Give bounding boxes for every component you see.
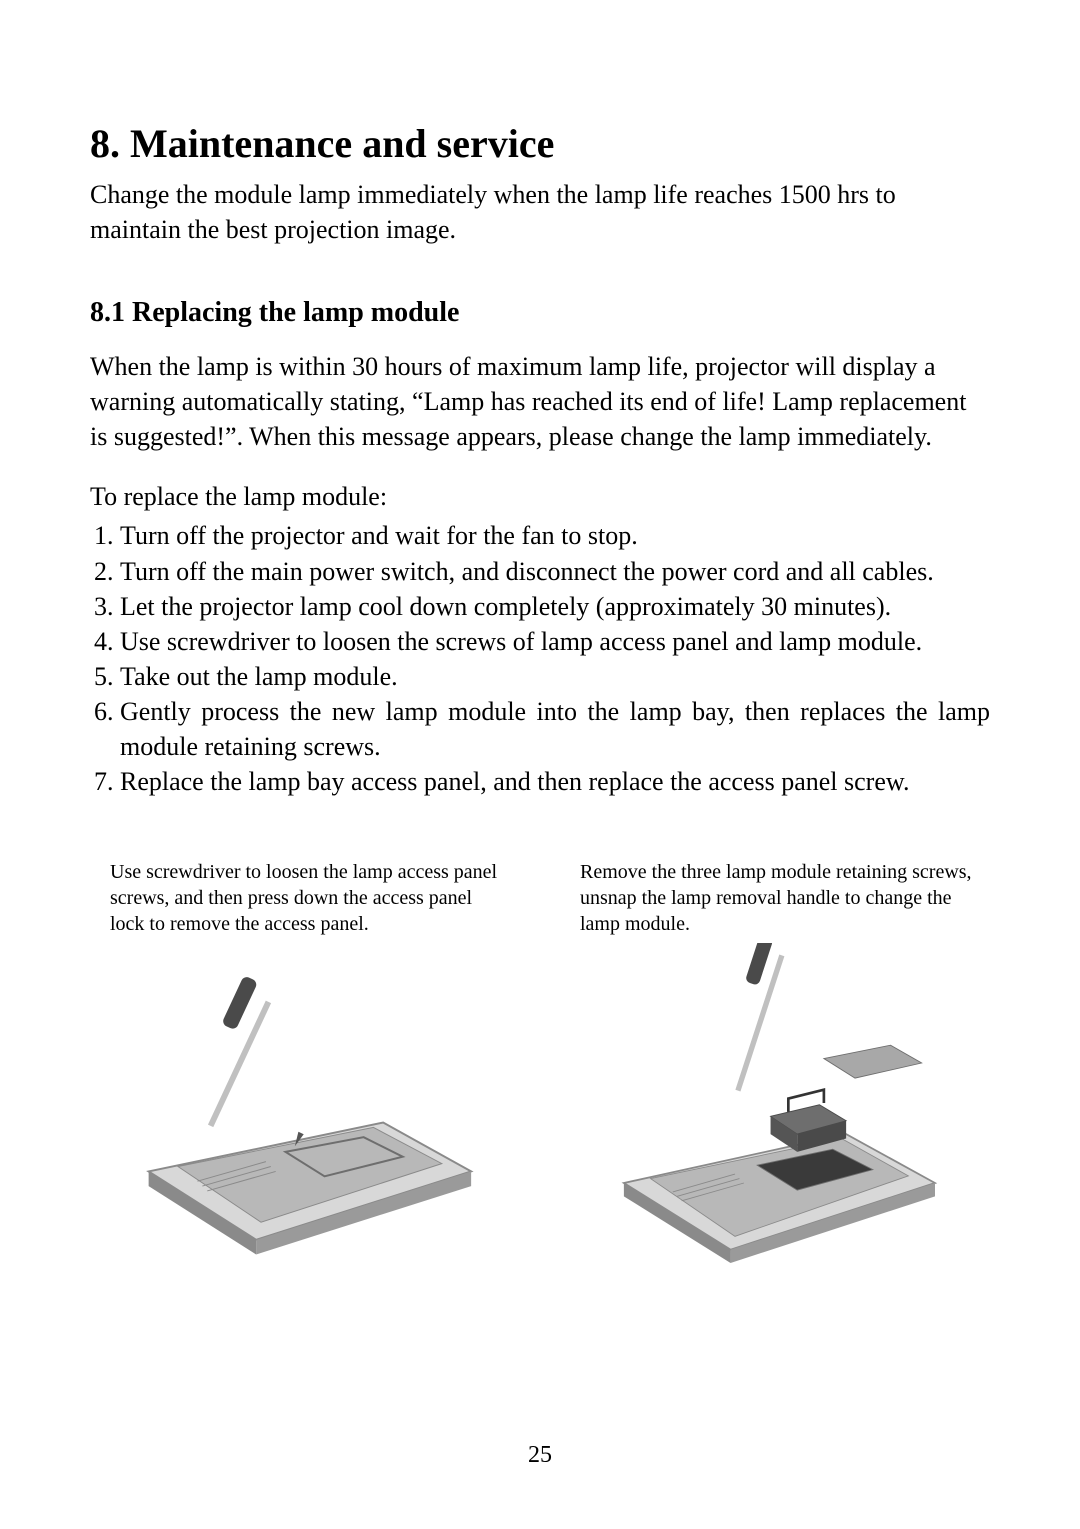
step-item: Turn off the main power switch, and disc…	[120, 554, 990, 589]
step-item: Let the projector lamp cool down complet…	[120, 589, 990, 624]
steps-list: Turn off the projector and wait for the …	[90, 518, 990, 799]
step-item: Gently process the new lamp module into …	[120, 694, 990, 764]
caption-right: Remove the three lamp module retaining s…	[560, 859, 990, 937]
projector-step1-icon	[90, 943, 520, 1263]
document-page: 8. Maintenance and service Change the mo…	[0, 0, 1080, 1529]
step-item: Take out the lamp module.	[120, 659, 990, 694]
figure-left: Use screwdriver to loosen the lamp acces…	[90, 859, 520, 1263]
steps-lead: To replace the lamp module:	[90, 482, 990, 512]
projector-step2-icon	[560, 943, 990, 1263]
figure-row: Use screwdriver to loosen the lamp acces…	[90, 859, 990, 1263]
section-heading: 8. Maintenance and service	[90, 120, 990, 167]
page-number: 25	[0, 1442, 1080, 1469]
step-item: Turn off the projector and wait for the …	[120, 518, 990, 553]
subsection-heading: 8.1 Replacing the lamp module	[90, 297, 990, 329]
warning-paragraph: When the lamp is within 30 hours of maxi…	[90, 349, 990, 454]
intro-paragraph: Change the module lamp immediately when …	[90, 177, 990, 247]
figure-right: Remove the three lamp module retaining s…	[560, 859, 990, 1263]
step-item: Use screwdriver to loosen the screws of …	[120, 624, 990, 659]
caption-left: Use screwdriver to loosen the lamp acces…	[90, 859, 520, 937]
step-item: Replace the lamp bay access panel, and t…	[120, 764, 990, 799]
